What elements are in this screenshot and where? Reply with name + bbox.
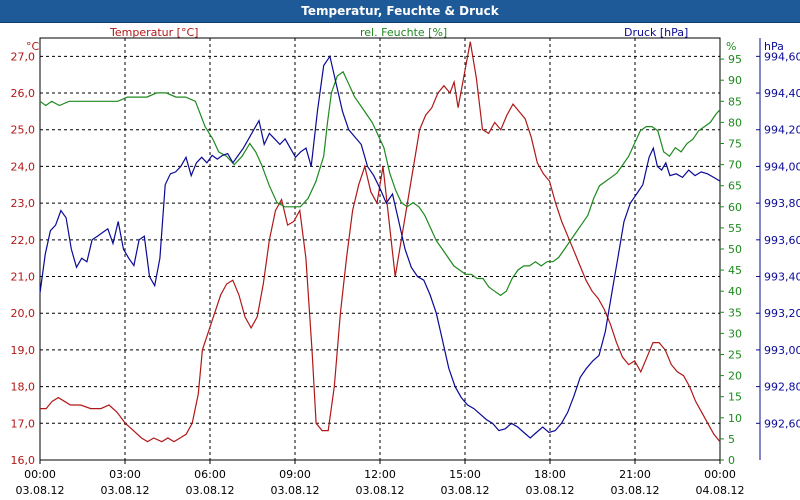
pressure-tick-label: 993,20 [764, 307, 800, 320]
humidity-tick-label: 25 [728, 349, 742, 362]
pressure-axis-label: Druck [hPa] [624, 26, 688, 39]
time-tick-label: 06:00 [194, 468, 226, 481]
humidity-tick-label: 40 [728, 285, 742, 298]
temperature-tick-label: 21,0 [11, 271, 36, 284]
time-tick-label: 21:00 [619, 468, 651, 481]
humidity-tick-label: 0 [728, 454, 735, 467]
temperature-tick-label: 20,0 [11, 307, 36, 320]
humidity-tick-label: 60 [728, 201, 742, 214]
chart-title: Temperatur, Feuchte & Druck [301, 4, 499, 18]
humidity-tick-label: 90 [728, 74, 742, 87]
humidity-tick-label: 55 [728, 222, 742, 235]
temperature-tick-label: 25,0 [11, 124, 36, 137]
date-tick-label: 04.08.12 [696, 484, 745, 497]
humidity-tick-label: 30 [728, 327, 742, 340]
time-tick-label: 00:00 [704, 468, 736, 481]
pressure-unit-label: hPa [764, 40, 784, 53]
temperature-tick-label: 22,0 [11, 234, 36, 247]
temperature-tick-label: 16,0 [11, 454, 36, 467]
date-tick-label: 03.08.12 [271, 484, 320, 497]
humidity-tick-label: 10 [728, 412, 742, 425]
time-tick-label: 15:00 [449, 468, 481, 481]
series-group [39, 41, 721, 443]
humidity-tick-label: 5 [728, 433, 735, 446]
date-tick-label: 03.08.12 [526, 484, 575, 497]
temperature-tick-label: 26,0 [11, 87, 36, 100]
humidity-tick-label: 70 [728, 159, 742, 172]
humidity-tick-label: 15 [728, 391, 742, 404]
pressure-tick-label: 994,00 [764, 160, 800, 173]
temperature-axis: 16,0 17,0 18,0 19,0 20,0 21,0 22,0 23,0 24,0 25,0… [11, 50, 36, 467]
humidity-tick-label: 65 [728, 180, 742, 193]
pressure-tick-label: 993,80 [764, 197, 800, 210]
time-axis: 00:00 03.08.12 03:00 03.08.12 06:00 03.08.12 0… [16, 460, 745, 497]
humidity-unit-label: % [726, 40, 736, 53]
temperature-tick-label: 17,0 [11, 417, 36, 430]
date-tick-label: 03.08.12 [186, 484, 235, 497]
pressure-axis: 992,60 992,80 993,00 993,20 993,40 993,60 993,… [756, 38, 800, 460]
pressure-line [39, 54, 721, 439]
time-tick-label: 12:00 [364, 468, 396, 481]
temperature-line [40, 41, 721, 443]
humidity-tick-label: 20 [728, 370, 742, 383]
humidity-tick-label: 80 [728, 116, 742, 129]
date-tick-label: 03.08.12 [611, 484, 660, 497]
time-tick-label: 03:00 [109, 468, 141, 481]
humidity-tick-label: 45 [728, 264, 742, 277]
date-tick-label: 03.08.12 [16, 484, 65, 497]
temperature-tick-label: 18,0 [11, 381, 36, 394]
time-tick-label: 09:00 [279, 468, 311, 481]
date-tick-label: 03.08.12 [356, 484, 405, 497]
humidity-tick-label: 75 [728, 138, 742, 151]
pressure-tick-label: 994,60 [764, 50, 800, 63]
date-tick-label: 03.08.12 [101, 484, 150, 497]
date-tick-label: 03.08.12 [441, 484, 490, 497]
pressure-tick-label: 994,40 [764, 87, 800, 100]
pressure-tick-label: 994,20 [764, 124, 800, 137]
grid-lines [40, 38, 720, 460]
time-tick-label: 00:00 [24, 468, 56, 481]
humidity-tick-label: 50 [728, 243, 742, 256]
pressure-tick-label: 992,60 [764, 417, 800, 430]
temperature-axis-label: Temperatur [°C] [109, 26, 198, 39]
humidity-axis-label: rel. Feuchte [%] [360, 26, 447, 39]
pressure-tick-label: 992,80 [764, 381, 800, 394]
humidity-axis: 0 5 10 15 20 25 30 35 40 45 50 55 60 65 70 75 80 85 90 95 [720, 53, 742, 467]
pressure-tick-label: 993,40 [764, 271, 800, 284]
humidity-tick-label: 35 [728, 306, 742, 319]
temperature-tick-label: 23,0 [11, 197, 36, 210]
time-tick-label: 18:00 [534, 468, 566, 481]
temperature-unit-label: °C [26, 40, 40, 53]
humidity-line [39, 70, 721, 297]
temperature-tick-label: 19,0 [11, 344, 36, 357]
chart-title-bar: Temperatur, Feuchte & Druck [0, 0, 800, 23]
temperature-tick-label: 27,0 [11, 50, 36, 63]
pressure-tick-label: 993,00 [764, 344, 800, 357]
humidity-tick-label: 85 [728, 95, 742, 108]
humidity-tick-label: 95 [728, 53, 742, 66]
pressure-tick-label: 993,60 [764, 234, 800, 247]
temperature-tick-label: 24,0 [11, 160, 36, 173]
